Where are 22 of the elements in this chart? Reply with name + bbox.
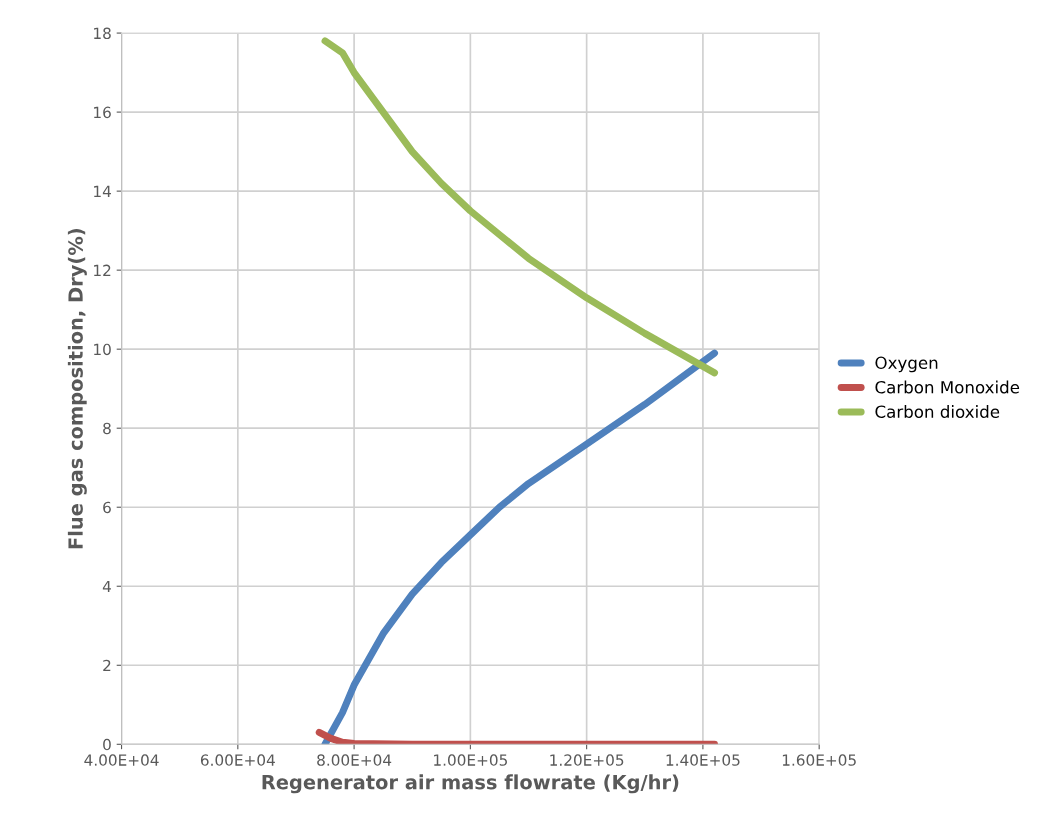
legend-label: Oxygen	[875, 356, 938, 373]
y-tick-label: 2	[103, 659, 111, 672]
y-tick-label: 14	[94, 185, 111, 197]
y-tick-label: 18	[94, 27, 111, 40]
y-tick-label: 12	[94, 264, 111, 276]
y-tick-label: 8	[103, 422, 111, 435]
x-tick-label: 8.00E+04	[317, 754, 392, 766]
y-tick-label: 16	[94, 106, 111, 119]
legend-label: Carbon dioxide	[875, 405, 1000, 418]
x-tick-label: 1.20E+05	[550, 754, 624, 766]
y-tick-label: 10	[94, 343, 111, 356]
x-tick-label: 6.00E+04	[200, 754, 275, 766]
y-tick-label: 0	[103, 738, 111, 751]
y-tick-label: 6	[103, 501, 111, 514]
x-tick-label: 1.60E+05	[782, 754, 856, 766]
y-axis-title: Flue gas composition, Dry(%)	[67, 228, 87, 549]
y-tick-label: 4	[102, 580, 111, 593]
x-tick-label: 4.00E+04	[84, 754, 159, 766]
legend-label: Carbon Monoxide	[875, 380, 1020, 394]
x-tick-label: 1.00E+05	[434, 754, 507, 766]
x-axis-title: Regenerator air mass flowrate (Kg/hr)	[262, 774, 679, 794]
x-tick-label: 1.40E+05	[666, 754, 740, 766]
